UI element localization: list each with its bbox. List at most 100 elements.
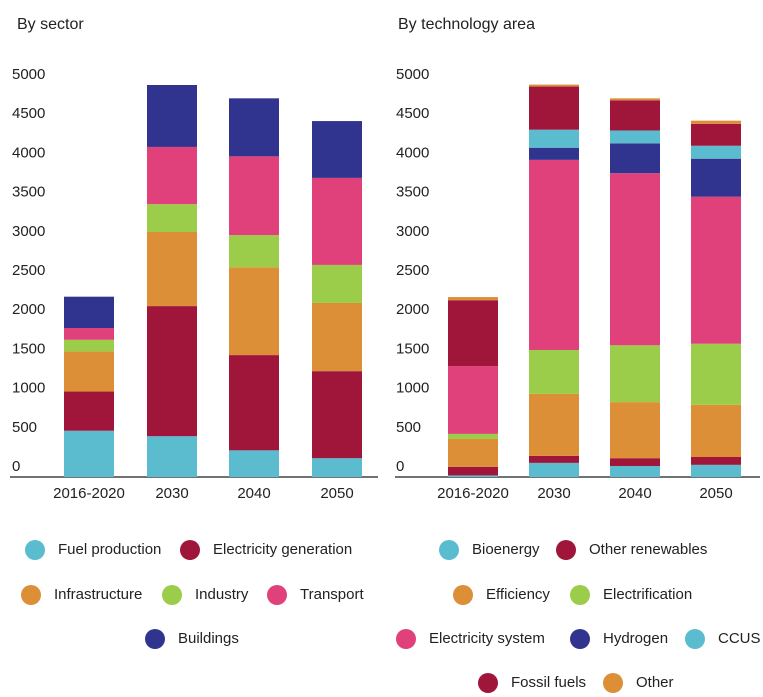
y-tick-label: 4000 [12,144,45,161]
bar-segment [691,145,741,159]
bar-segment [448,438,498,467]
y-tick-label: 1000 [12,380,45,397]
legend-label: Other [636,674,674,691]
legend-label: Bioenergy [472,541,540,558]
x-tick-label: 2030 [537,485,570,502]
bar-segment [610,173,660,346]
bar-segment [448,433,498,439]
legend-label: CCUS [718,630,761,647]
bar-segment [147,436,197,477]
bar-segment [610,345,660,403]
y-tick-label: 1500 [12,340,45,357]
legend-label: Electrification [603,586,692,603]
x-tick-label: 2050 [699,485,732,502]
bar-segment [610,130,660,144]
legend-marker [21,585,41,605]
legend-marker [603,673,623,693]
legend-marker [267,585,287,605]
y-tick-label: 1000 [396,380,429,397]
chart-title: By sector [17,16,84,33]
y-tick-label: 500 [396,419,421,436]
bar-segment [312,371,362,459]
bar-segment [691,196,741,344]
bar-segment [147,232,197,307]
y-tick-label: 5000 [396,66,429,83]
bar-segment [312,458,362,477]
bar-segment [229,235,279,268]
bar-segment [691,404,741,458]
legend-marker [453,585,473,605]
x-tick-label: 2040 [237,485,270,502]
bar-segment [610,100,660,131]
bar-segment [610,458,660,467]
legend-marker [145,629,165,649]
legend-label: Efficiency [486,586,550,603]
bar-segment [64,430,114,477]
bar-segment [229,98,279,157]
y-tick-label: 3000 [396,223,429,240]
bar-segment [312,121,362,178]
bar-segment [529,86,579,130]
x-tick-label: 2016-2020 [437,485,509,502]
y-tick-label: 5000 [12,66,45,83]
y-tick-label: 4500 [396,105,429,122]
legend-label: Fuel production [58,541,161,558]
y-tick-label: 3500 [396,184,429,201]
legend-marker [556,540,576,560]
bar-segment [529,84,579,87]
bar-segment [312,177,362,265]
bar-segment [64,339,114,352]
legend-label: Electricity generation [213,541,352,558]
bar-segment [64,328,114,340]
legend-marker [685,629,705,649]
y-tick-label: 0 [396,458,404,475]
chart-title: By technology area [398,16,535,33]
bar-segment [147,306,197,437]
bar-segment [229,355,279,451]
bar-segment [691,457,741,465]
y-tick-label: 0 [12,458,20,475]
legend-marker [439,540,459,560]
y-tick-label: 4000 [396,144,429,161]
legend-marker [25,540,45,560]
legend-label: Fossil fuels [511,674,586,691]
bar-segment [448,466,498,476]
bar-segment [312,302,362,372]
legend-marker [162,585,182,605]
bar-segment [312,264,362,303]
legend-label: Buildings [178,630,239,647]
bar-segment [448,366,498,434]
legend-marker [570,585,590,605]
bar-segment [691,158,741,197]
legend-label: Other renewables [589,541,707,558]
y-tick-label: 1500 [396,340,429,357]
y-tick-label: 2000 [12,301,45,318]
bar-segment [448,475,498,477]
y-tick-label: 4500 [12,105,45,122]
x-tick-label: 2016-2020 [53,485,125,502]
bar-segment [448,297,498,301]
bar-segment [529,129,579,148]
y-tick-label: 2500 [12,262,45,279]
bar-segment [64,351,114,392]
bar-segment [610,143,660,174]
bar-segment [529,393,579,456]
y-tick-label: 2500 [396,262,429,279]
bar-segment [147,146,197,205]
bar-segment [64,391,114,431]
legend-label: Electricity system [429,630,545,647]
bar-segment [229,450,279,477]
bar-segment [610,466,660,477]
bar-segment [610,98,660,101]
x-tick-label: 2050 [320,485,353,502]
bar-segment [64,296,114,329]
legend-marker [478,673,498,693]
bar-segment [610,402,660,459]
legend-marker [570,629,590,649]
bar-segment [529,159,579,350]
bar-segment [691,123,741,146]
legend-label: Transport [300,586,364,603]
y-tick-label: 3500 [12,184,45,201]
